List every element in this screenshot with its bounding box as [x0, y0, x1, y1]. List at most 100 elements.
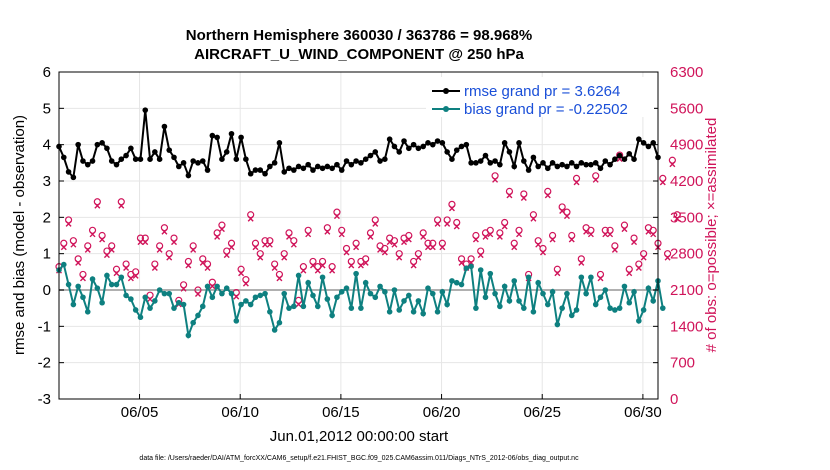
rmse-series-point: [94, 141, 101, 148]
rmse-series-point: [113, 161, 120, 168]
obs-marker: [520, 190, 528, 201]
bias-series-point: [535, 279, 541, 286]
rmse-series-point: [353, 158, 359, 164]
bias-series-point: [171, 305, 177, 311]
rmse-series-point: [439, 140, 446, 146]
bias-series-point: [70, 301, 77, 308]
rmse-series-point: [348, 161, 355, 168]
bias-series-point: [492, 290, 498, 297]
rmse-series-point: [176, 163, 182, 170]
bias-series-point: [338, 289, 345, 295]
rmse-series-point: [559, 161, 565, 168]
bias-series-point: [530, 309, 537, 315]
xtick-label: 06/10: [221, 404, 259, 421]
rmse-series-point: [295, 163, 302, 170]
rmse-series-point: [214, 134, 220, 141]
obs-marker: [419, 229, 427, 240]
bias-series-point: [458, 281, 465, 288]
obs-marker: [563, 208, 571, 220]
obs-marker: [568, 231, 576, 243]
obs-marker: [663, 250, 672, 261]
bias-series-point: [118, 274, 125, 281]
obs-marker: [165, 250, 173, 261]
bias-series-point: [588, 274, 594, 281]
rmse-series-point: [458, 143, 465, 150]
bias-series-point: [252, 294, 259, 301]
obs-marker: [587, 226, 595, 238]
rmse-series-point: [636, 136, 642, 143]
bias-series-point: [257, 292, 264, 299]
bias-series-point: [99, 299, 105, 306]
rmse-series-point: [228, 130, 235, 137]
obs-marker: [501, 218, 509, 230]
rmse-series-point: [180, 160, 187, 166]
obs-marker: [448, 200, 456, 212]
legend: rmse grand pr = 3.6264 bias grand pr = -…: [426, 77, 654, 118]
bias-series-point: [650, 298, 657, 304]
obs-marker: [596, 270, 605, 282]
rmse-series-point: [291, 167, 297, 173]
rmse-series-point: [492, 158, 498, 164]
rmse-series-point: [506, 149, 513, 155]
bias-series-point: [348, 305, 355, 311]
rmse-series-point: [564, 163, 570, 170]
rmse-series-point: [70, 174, 77, 181]
bias-series-point: [386, 309, 393, 315]
bias-series-point: [420, 310, 426, 317]
obs-marker: [491, 172, 499, 183]
bias-series-point: [602, 287, 609, 293]
obs-marker: [352, 239, 360, 251]
bias-series-point: [204, 283, 211, 290]
rmse-series-point: [314, 163, 321, 170]
bias-series-point: [453, 279, 460, 286]
rmse-series-point: [463, 141, 470, 148]
rmse-series-point: [300, 165, 307, 172]
bias-series-point: [626, 299, 633, 306]
obs-marker: [318, 257, 327, 269]
obs-marker: [510, 239, 518, 251]
rmse-series-point: [281, 169, 288, 175]
obs-marker: [640, 250, 648, 261]
rmse-series-point: [449, 156, 455, 162]
rmse-series-point: [362, 156, 369, 162]
bias-series-point: [406, 292, 412, 299]
bias-series-point: [449, 278, 455, 284]
rmse-series-point: [410, 141, 417, 148]
rmse-series-point: [166, 147, 173, 153]
bias-series-point: [521, 305, 527, 311]
obs-marker: [338, 226, 346, 238]
bias-series-point: [166, 290, 173, 297]
xtick-label: 06/25: [523, 404, 561, 421]
rmse-series-point: [377, 158, 383, 164]
rmse-series-point: [487, 160, 494, 166]
obs-marker: [141, 234, 149, 246]
ytick-label: 1: [43, 246, 51, 263]
rmse-series-point: [89, 158, 96, 164]
bias-series-point: [444, 301, 450, 308]
y2tick-label: 2800: [670, 246, 703, 263]
rmse-series-point: [262, 170, 268, 177]
rmse-series-point: [171, 154, 177, 161]
obs-marker: [179, 281, 188, 292]
rmse-series-point: [540, 160, 546, 166]
obs-marker: [213, 229, 221, 240]
obs-marker: [347, 257, 355, 269]
bias-series-point: [434, 309, 441, 315]
obs-marker: [304, 226, 312, 238]
obs-marker: [156, 242, 164, 253]
y-axis-label: rmse and bias (model - observation): [11, 115, 28, 355]
rmse-series: [56, 107, 661, 181]
xtick-label: 06/15: [322, 404, 360, 421]
bias-series-point: [190, 319, 196, 326]
rmse-series-point: [396, 149, 403, 155]
obs-marker: [160, 224, 169, 235]
obs-marker: [136, 234, 145, 246]
bias-series-point: [262, 290, 268, 297]
bias-series-point: [314, 303, 321, 310]
obs-marker: [592, 172, 600, 183]
rmse-series-point: [132, 156, 139, 162]
ytick-label: -2: [38, 355, 51, 372]
obs-marker: [223, 247, 231, 259]
bias-series-point: [463, 265, 470, 272]
